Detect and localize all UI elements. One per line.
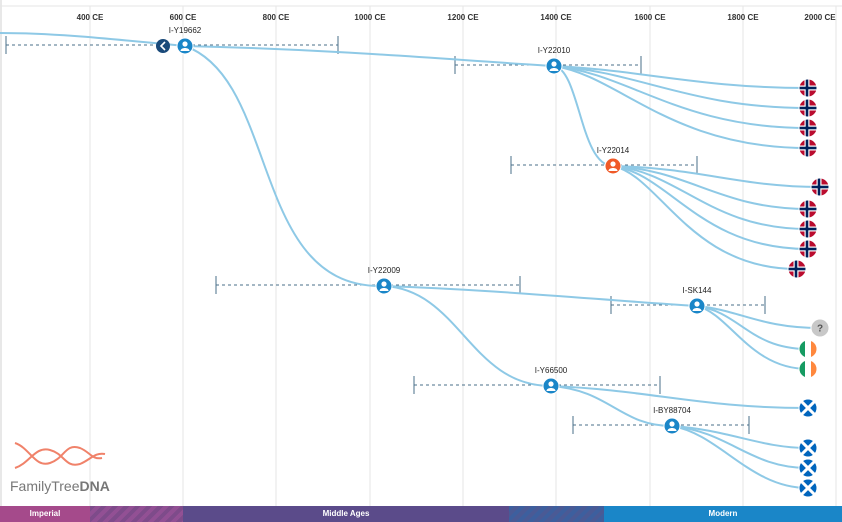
person-icon bbox=[667, 421, 677, 431]
node-I-SK144[interactable]: I-SK144 bbox=[683, 286, 712, 315]
era-imperial: Imperial bbox=[0, 506, 90, 522]
node-I-BY88704[interactable]: I-BY88704 bbox=[653, 406, 691, 435]
node-label: I-Y66500 bbox=[535, 366, 568, 375]
leaf-flag-unknown-icon[interactable]: ? bbox=[810, 318, 830, 338]
axis-label-800: 800 CE bbox=[263, 13, 290, 22]
leaf-flag-norway-icon[interactable] bbox=[798, 98, 818, 118]
leaf-flag-scotland-icon[interactable] bbox=[798, 478, 818, 498]
ci-I-Y22014 bbox=[510, 156, 698, 174]
leaf-flag-scotland-icon[interactable] bbox=[798, 398, 818, 418]
grid-lines bbox=[89, 6, 837, 506]
node-I-Y66500[interactable]: I-Y66500 bbox=[535, 366, 568, 395]
axis-label-400: 400 CE bbox=[77, 13, 104, 22]
leaf-flag-scotland-icon[interactable] bbox=[798, 438, 818, 458]
leaf-flag-ireland-icon[interactable] bbox=[798, 359, 818, 379]
era-transition-1 bbox=[90, 506, 183, 522]
axis-label-1600: 1600 CE bbox=[634, 13, 666, 22]
leaf-flag-norway-icon[interactable] bbox=[798, 118, 818, 138]
node-I-Y22009[interactable]: I-Y22009 bbox=[368, 266, 401, 295]
axis-label-1200: 1200 CE bbox=[447, 13, 479, 22]
person-icon bbox=[379, 281, 389, 291]
brand-name: FamilyTreeDNA bbox=[10, 478, 110, 494]
leaf-flag-norway-icon[interactable] bbox=[798, 239, 818, 259]
node-label: I-Y19662 bbox=[169, 26, 202, 35]
node-I-Y22014[interactable]: I-Y22014 bbox=[597, 146, 630, 175]
node-label: I-Y22014 bbox=[597, 146, 630, 155]
node-I-Y22010[interactable]: I-Y22010 bbox=[538, 46, 571, 75]
axis-label-600: 600 CE bbox=[170, 13, 197, 22]
leaf-flag-norway-icon[interactable] bbox=[798, 138, 818, 158]
era-middle-ages: Middle Ages bbox=[183, 506, 509, 522]
person-icon bbox=[608, 161, 618, 171]
leaf-flag-norway-icon[interactable] bbox=[798, 199, 818, 219]
node-label: I-Y22009 bbox=[368, 266, 401, 275]
familytreedna-logo: FamilyTreeDNA bbox=[10, 438, 130, 498]
unknown-label: ? bbox=[817, 324, 823, 335]
vertical-scrollbar[interactable] bbox=[0, 0, 2, 506]
ci-I-Y19662 bbox=[5, 36, 339, 54]
axis-label-1400: 1400 CE bbox=[540, 13, 572, 22]
person-icon bbox=[180, 41, 190, 51]
branches bbox=[0, 32, 821, 489]
person-icon bbox=[549, 61, 559, 71]
person-icon bbox=[692, 301, 702, 311]
chevron-left-icon bbox=[159, 41, 166, 51]
axis-label-2000: 2000 CE bbox=[804, 13, 836, 22]
leaf-flag-norway-icon[interactable] bbox=[798, 219, 818, 239]
ci-I-BY88704 bbox=[572, 416, 750, 434]
era-bar: Imperial Middle Ages Modern bbox=[0, 506, 842, 522]
back-button[interactable] bbox=[156, 39, 170, 53]
axis-label-1800: 1800 CE bbox=[727, 13, 759, 22]
era-modern: Modern bbox=[604, 506, 842, 522]
node-label: I-SK144 bbox=[683, 286, 712, 295]
leaf-flag-scotland-icon[interactable] bbox=[798, 458, 818, 478]
node-label: I-Y22010 bbox=[538, 46, 571, 55]
leaf-flag-norway-icon[interactable] bbox=[787, 259, 807, 279]
leaf-flag-norway-icon[interactable] bbox=[810, 177, 830, 197]
leaf-flag-norway-icon[interactable] bbox=[798, 78, 818, 98]
axis-label-1000: 1000 CE bbox=[354, 13, 386, 22]
dna-helix-icon bbox=[14, 442, 106, 469]
person-icon bbox=[546, 381, 556, 391]
node-label: I-BY88704 bbox=[653, 406, 691, 415]
era-transition-2 bbox=[509, 506, 604, 522]
node-I-Y19662[interactable]: I-Y19662 bbox=[169, 26, 202, 55]
leaf-flag-ireland-icon[interactable] bbox=[798, 339, 818, 359]
